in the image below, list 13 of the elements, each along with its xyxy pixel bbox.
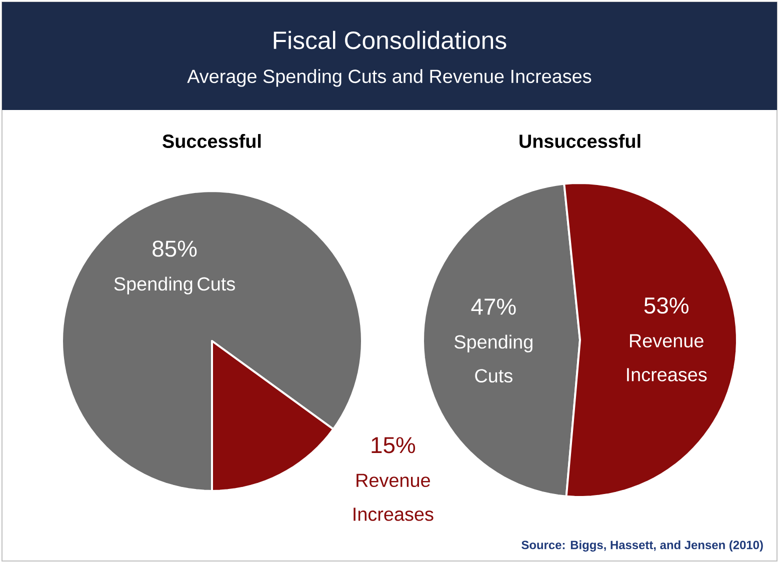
chart-title: Successful xyxy=(162,134,261,148)
data-label: 15% xyxy=(372,437,416,454)
data-label: 47% xyxy=(471,298,516,315)
source-note: Source: Biggs, Hassett, and Jensen (2010) xyxy=(522,540,763,552)
data-label: 85% xyxy=(152,240,197,257)
slice-label: Revenue Increases xyxy=(627,334,707,382)
slice-label: Spending Cuts xyxy=(454,334,532,383)
data-label: 53% xyxy=(644,297,688,314)
slice-label: Revenue Increases xyxy=(354,474,434,521)
chart-title: Unsuccessful xyxy=(520,134,640,148)
text: Fiscal Consolidations xyxy=(274,30,506,50)
slice-label: Spending Cuts xyxy=(114,276,235,294)
text: Average Spending Cuts and Revenue Increases xyxy=(187,69,592,87)
